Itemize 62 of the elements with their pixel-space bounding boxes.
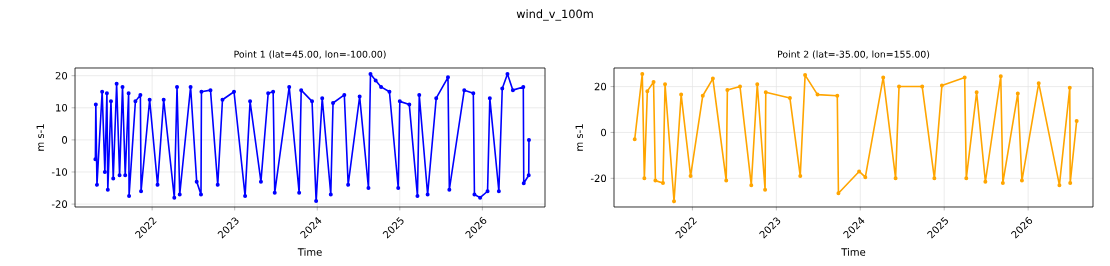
point [983,179,988,184]
y-axis-title: m s-1 [575,124,584,151]
point [920,84,925,89]
y-tick-label: 0 [62,136,68,144]
point [653,178,658,183]
point [962,75,967,80]
point [798,174,803,179]
point [663,82,668,87]
point [857,169,862,174]
point [651,79,656,84]
point [710,76,715,81]
point [897,84,902,89]
point [724,178,729,183]
point [640,71,645,76]
point [738,84,743,89]
point [660,180,665,185]
point [749,183,754,188]
y-tick-label: -20 [590,174,607,183]
point [787,96,792,101]
y-tick-label: 20 [55,71,68,80]
point [679,92,684,97]
point [815,92,820,97]
point [881,75,886,80]
point [836,191,841,196]
point [725,88,730,93]
chart-subtitle: Point 2 (lat=-35.00, lon=155.00) [778,50,930,59]
point [939,83,944,88]
point [1068,180,1073,185]
point [835,93,840,98]
x-axis-title: Time [841,248,866,256]
point [645,89,650,94]
point [974,90,979,95]
chart-title: wind_v_100m [516,9,593,21]
y-tick-label: 10 [56,104,68,112]
point [700,93,705,98]
x-axis-title: Time [297,248,322,256]
point [1015,91,1020,96]
point [893,176,898,181]
point [755,82,760,87]
point [998,74,1003,79]
point [642,176,647,181]
point [688,174,693,179]
point [763,187,768,192]
y-tick-label: 0 [601,128,607,137]
y-tick-label: -20 [51,200,68,208]
point [964,176,969,181]
point [632,137,637,142]
y-tick-label: -10 [51,168,68,176]
point [932,176,937,181]
y-axis-title: m s-1 [36,124,45,151]
point [1067,85,1072,90]
point [1036,81,1041,86]
point [1000,180,1005,185]
y-tick-label: 20 [594,82,607,91]
point [1057,183,1062,188]
point [763,90,768,95]
point [672,199,677,204]
point [803,73,808,78]
point [1019,178,1024,183]
point [1074,118,1079,123]
chart-subtitle: Point 1 (lat=45.00, lon=-100.00) [234,50,386,59]
point [863,175,868,180]
